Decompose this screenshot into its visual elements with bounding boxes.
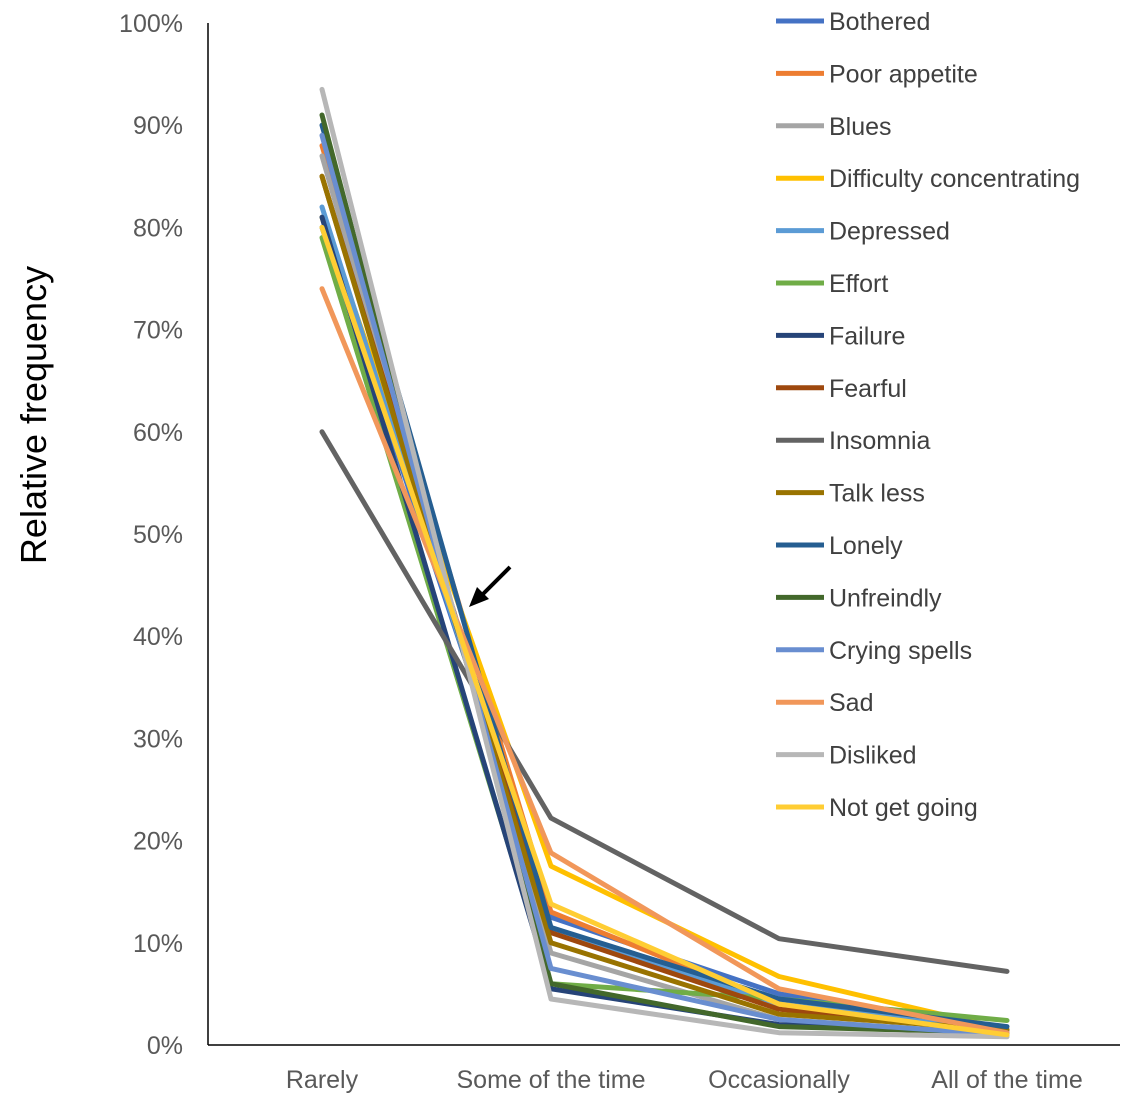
y-tick-label: 20% [133,828,183,856]
legend-label: Difficulty concentrating [829,165,1080,193]
y-tick-label: 100% [119,10,183,38]
y-axis-label: Relative frequency [13,266,54,564]
x-tick-label: Some of the time [457,1066,646,1094]
x-tick-label: Rarely [286,1066,359,1094]
series-line-not-get-going [319,224,1010,1038]
legend-label: Crying spells [829,637,972,665]
legend-label: Bothered [829,8,930,36]
y-tick-label: 70% [133,317,183,345]
y-tick-label: 10% [133,930,183,958]
legend: Bothered Poor appetite Blues Difficulty con… [776,8,1080,822]
series-line-insomnia [319,429,1010,974]
legend-label: Effort [829,270,888,298]
y-tick-label: 40% [133,623,183,651]
legend-label: Poor appetite [829,60,978,88]
legend-label: Disliked [829,742,917,770]
arrow-annotation [469,565,512,607]
legend-label: Unfreindly [829,584,942,612]
legend-label: Sad [829,689,873,717]
x-axis-ticks: Rarely Some of the time Occasionally All of… [286,1066,1083,1094]
legend-label: Insomnia [829,427,931,455]
y-tick-label: 50% [133,521,183,549]
legend-label: Fearful [829,375,907,403]
y-tick-label: 90% [133,112,183,140]
legend-label: Talk less [829,480,925,508]
y-tick-label: 60% [133,419,183,447]
series-lines [319,86,1010,1040]
series-line-disliked [319,86,1010,1040]
x-tick-label: Occasionally [708,1066,850,1094]
y-tick-label: 80% [133,214,183,242]
legend-label: Depressed [829,218,950,246]
legend-label: Blues [829,113,892,141]
x-tick-label: All of the time [931,1066,1082,1094]
legend-label: Not get going [829,794,978,822]
series-line-effort [319,235,1010,1023]
y-tick-label: 30% [133,725,183,753]
legend-label: Failure [829,322,905,350]
y-tick-label: 0% [147,1032,183,1060]
y-axis-ticks: 0% 10% 20% 30% 40% 50% 60% 70% 80% 90% 100% [119,10,183,1060]
legend-label: Lonely [829,532,903,560]
